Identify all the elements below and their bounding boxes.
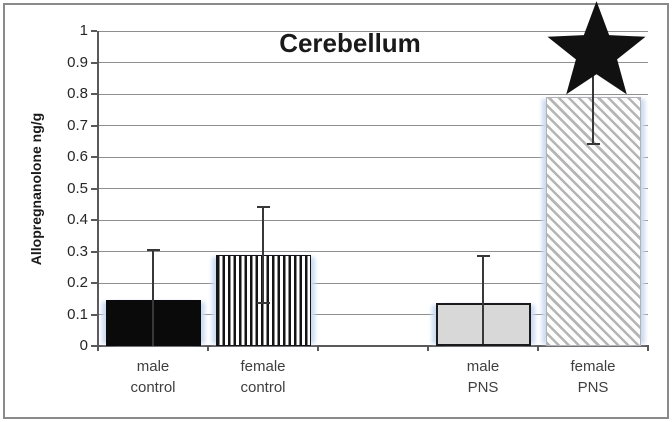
y-tick-mark	[91, 93, 97, 95]
x-axis-label-male-PNS: male PNS	[423, 356, 543, 398]
gridline	[98, 188, 648, 189]
error-bar-line	[482, 256, 484, 345]
error-bar-line	[592, 46, 594, 145]
y-tick-mark	[91, 250, 97, 253]
y-tick-label: 0.3	[67, 242, 88, 260]
x-axis-line	[97, 345, 649, 347]
gridline	[98, 62, 648, 63]
x-axis-label-male-control: male control	[93, 356, 213, 398]
y-axis-line	[97, 31, 99, 346]
x-tick-mark	[97, 346, 99, 351]
gridline	[98, 125, 648, 126]
gridline	[98, 219, 648, 221]
y-tick-label: 0.7	[67, 116, 88, 134]
x-tick-mark	[427, 346, 429, 351]
y-tick-label: 0.4	[67, 211, 88, 228]
y-tick-mark	[91, 187, 97, 190]
chart-outer-border	[3, 3, 669, 419]
x-tick-mark	[207, 346, 209, 351]
gridline	[98, 93, 648, 95]
x-axis-label-line: control	[130, 379, 176, 396]
x-tick-mark	[647, 346, 649, 351]
error-bar-cap-bottom	[586, 143, 600, 146]
x-tick-mark	[537, 346, 539, 351]
y-tick-mark	[91, 30, 97, 32]
x-tick-mark	[317, 346, 319, 351]
y-tick-label: 0.8	[67, 85, 88, 102]
y-tick-mark	[91, 61, 97, 64]
gridline	[98, 314, 648, 315]
significance-star-icon	[547, 1, 646, 95]
x-axis-label-line: PNS	[577, 379, 609, 396]
y-tick-mark	[91, 124, 97, 127]
x-axis-label-line: PNS	[467, 379, 499, 396]
y-tick-mark	[91, 219, 97, 221]
x-axis-label-female-control: female control	[203, 356, 323, 398]
y-tick-label: 0.2	[67, 274, 88, 291]
y-tick-mark	[91, 156, 97, 158]
error-bar-cap-top	[476, 255, 490, 258]
chart-title: Cerebellum	[279, 28, 421, 58]
error-bar-cap-bottom	[256, 302, 270, 305]
error-bar-line	[262, 207, 264, 304]
y-tick-label: 0	[79, 337, 88, 354]
x-axis-label-female-PNS: female PNS	[533, 356, 653, 398]
y-tick-mark	[91, 313, 97, 316]
y-tick-label: 0.5	[67, 179, 88, 197]
gridline	[98, 156, 648, 158]
error-bar-line	[152, 249, 154, 346]
x-axis-label-line: female	[240, 358, 286, 375]
gridline	[98, 282, 648, 284]
x-axis-label-line: male	[136, 358, 170, 375]
y-tick-label: 0.6	[67, 148, 88, 165]
y-tick-label: 0.1	[67, 305, 88, 323]
y-tick-mark	[91, 282, 97, 284]
error-bar-cap-top	[146, 248, 160, 251]
x-axis-label-line: control	[240, 379, 286, 396]
error-bar-cap-top	[256, 206, 270, 209]
gridline	[98, 30, 648, 32]
x-axis-label-line: male	[466, 358, 500, 375]
y-tick-label: 1	[79, 22, 88, 39]
y-tick-label: 0.9	[67, 53, 88, 71]
x-axis-label-line: female	[570, 358, 616, 375]
y-tick-mark	[91, 345, 97, 347]
gridline	[98, 251, 648, 252]
